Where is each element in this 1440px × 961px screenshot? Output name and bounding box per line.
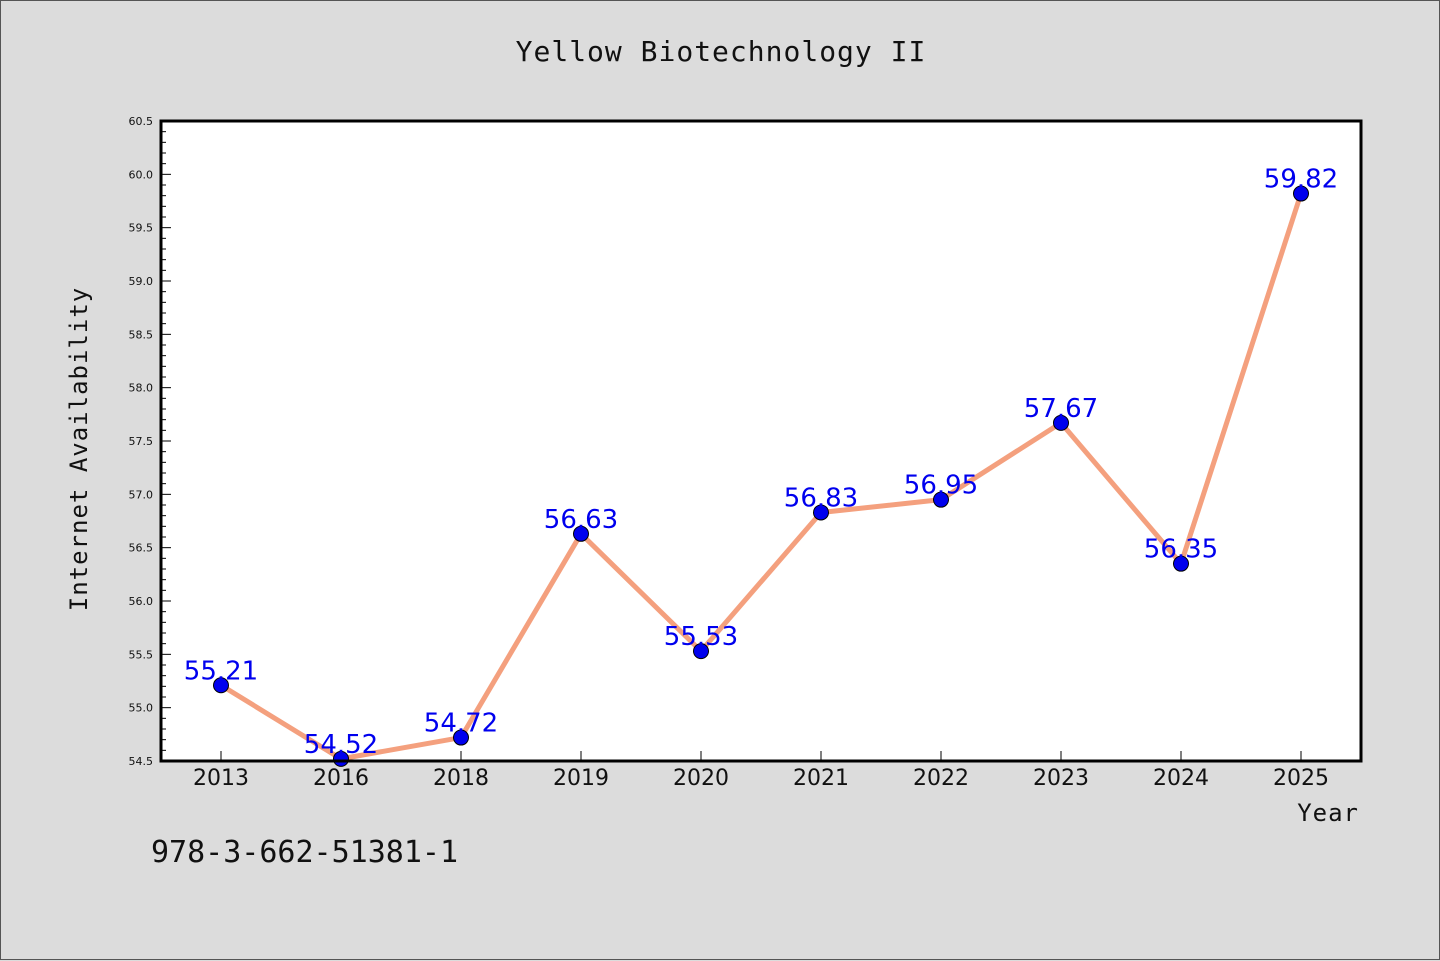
data-label: 56.95	[904, 471, 978, 501]
y-tick-label: 56.0	[129, 595, 154, 608]
y-tick-label: 59.0	[129, 275, 154, 288]
series-layer: 55.21 54.52 54.72 56.63 55.53 56.83 56.95 57.67…	[184, 165, 1338, 767]
data-label: 54.72	[424, 709, 498, 739]
x-axis-label: Year	[1297, 799, 1359, 827]
y-tick-label: 57.0	[129, 488, 154, 501]
data-label: 59.82	[1264, 165, 1338, 195]
data-label: 56.35	[1144, 535, 1218, 565]
y-tick-label: 58.0	[129, 382, 154, 395]
x-axis: 2013 2016 2018 2019 2020 2021 2022 2023 2024 2025	[193, 751, 1329, 791]
y-tick-label: 60.5	[129, 115, 154, 128]
data-point	[933, 491, 949, 508]
y-tick-label: 60.0	[129, 168, 154, 181]
data-label: 55.53	[664, 622, 738, 652]
y-axis-label: Internet Availability	[65, 287, 93, 611]
x-tick-label: 2018	[433, 766, 489, 791]
chart-title: Yellow Biotechnology II	[515, 35, 927, 68]
data-point	[1173, 555, 1189, 572]
x-tick-label: 2022	[913, 766, 969, 791]
x-tick-label: 2020	[673, 766, 729, 791]
data-label: 56.63	[544, 505, 618, 535]
x-tick-label: 2013	[193, 766, 249, 791]
data-point	[213, 677, 229, 694]
data-point	[1293, 185, 1309, 202]
plot-frame	[159, 119, 1363, 763]
data-point	[1053, 414, 1069, 431]
x-tick-label: 2019	[553, 766, 609, 791]
data-label: 56.83	[784, 483, 858, 513]
x-tick-label: 2025	[1273, 766, 1329, 791]
data-point	[573, 525, 589, 542]
data-label: 55.21	[184, 656, 258, 686]
data-point	[693, 643, 709, 660]
x-tick-label: 2024	[1153, 766, 1209, 791]
y-tick-label: 57.5	[129, 435, 154, 448]
data-point	[813, 504, 829, 521]
y-tick-label: 56.5	[129, 542, 154, 555]
data-label: 57.67	[1024, 394, 1098, 424]
y-tick-label: 59.5	[129, 222, 154, 235]
y-tick-label: 58.5	[129, 328, 154, 341]
x-tick-label: 2016	[313, 766, 369, 791]
x-tick-label: 2023	[1033, 766, 1089, 791]
series-line	[218, 191, 1304, 762]
y-axis: 54.5 55.0 55.5 56.0 56.5 57.0 57.5 58.0 58.5 59.0…	[129, 115, 171, 768]
y-tick-label: 55.0	[129, 702, 154, 715]
x-tick-label: 2021	[793, 766, 849, 791]
data-label: 54.52	[304, 730, 378, 760]
data-point	[453, 729, 469, 746]
footnote-isbn: 978-3-662-51381-1	[151, 835, 459, 870]
data-point	[333, 750, 349, 767]
y-tick-label: 54.5	[129, 755, 154, 768]
y-tick-label: 55.5	[129, 648, 154, 661]
plot-area	[161, 121, 1361, 761]
